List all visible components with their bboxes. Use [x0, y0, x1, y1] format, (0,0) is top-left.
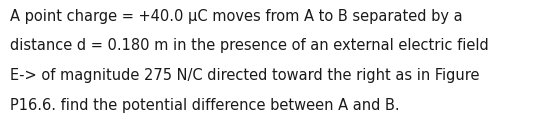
- Text: P16.6. find the potential difference between A and B.: P16.6. find the potential difference bet…: [10, 98, 400, 113]
- Text: A point charge = +40.0 μC moves from A to B separated by a: A point charge = +40.0 μC moves from A t…: [10, 9, 463, 24]
- Text: distance d = 0.180 m in the presence of an external electric field: distance d = 0.180 m in the presence of …: [10, 38, 489, 53]
- Text: E-> of magnitude 275 N/C directed toward the right as in Figure: E-> of magnitude 275 N/C directed toward…: [10, 68, 479, 83]
